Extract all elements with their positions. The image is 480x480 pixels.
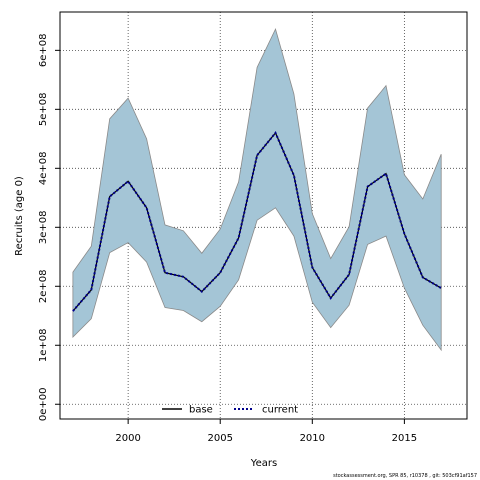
legend-label-current: current — [262, 405, 298, 416]
y-tick-label: 6e+08 — [38, 33, 49, 67]
x-tick-label: 2010 — [300, 433, 325, 444]
plot-border — [59, 11, 468, 420]
y-axis-title: Recruits (age 0) — [14, 176, 25, 256]
y-axis: 0e+00 1e+08 2e+08 3e+08 4e+08 5e+08 6e+08 — [38, 33, 60, 421]
x-tick-label: 2015 — [392, 433, 417, 444]
series-lines — [72, 130, 442, 312]
legend-label-base: base — [189, 405, 213, 416]
y-tick-label: 2e+08 — [38, 269, 49, 303]
series-line-current — [72, 130, 442, 312]
legend: base current — [162, 405, 298, 416]
x-tick-label: 2000 — [115, 433, 140, 444]
x-axis-title: Years — [250, 458, 277, 469]
y-tick-label: 0e+00 — [38, 387, 49, 421]
x-axis: 2000 2005 2010 2015 — [115, 419, 417, 444]
footer-caption: stockassessment.org, SPR 85, r10378 , gi… — [333, 473, 477, 479]
y-tick-label: 3e+08 — [38, 210, 49, 244]
confidence-band — [72, 27, 442, 352]
y-tick-label: 1e+08 — [38, 328, 49, 362]
y-tick-label: 5e+08 — [38, 92, 49, 126]
x-tick-label: 2005 — [207, 433, 232, 444]
y-tick-label: 4e+08 — [38, 151, 49, 185]
